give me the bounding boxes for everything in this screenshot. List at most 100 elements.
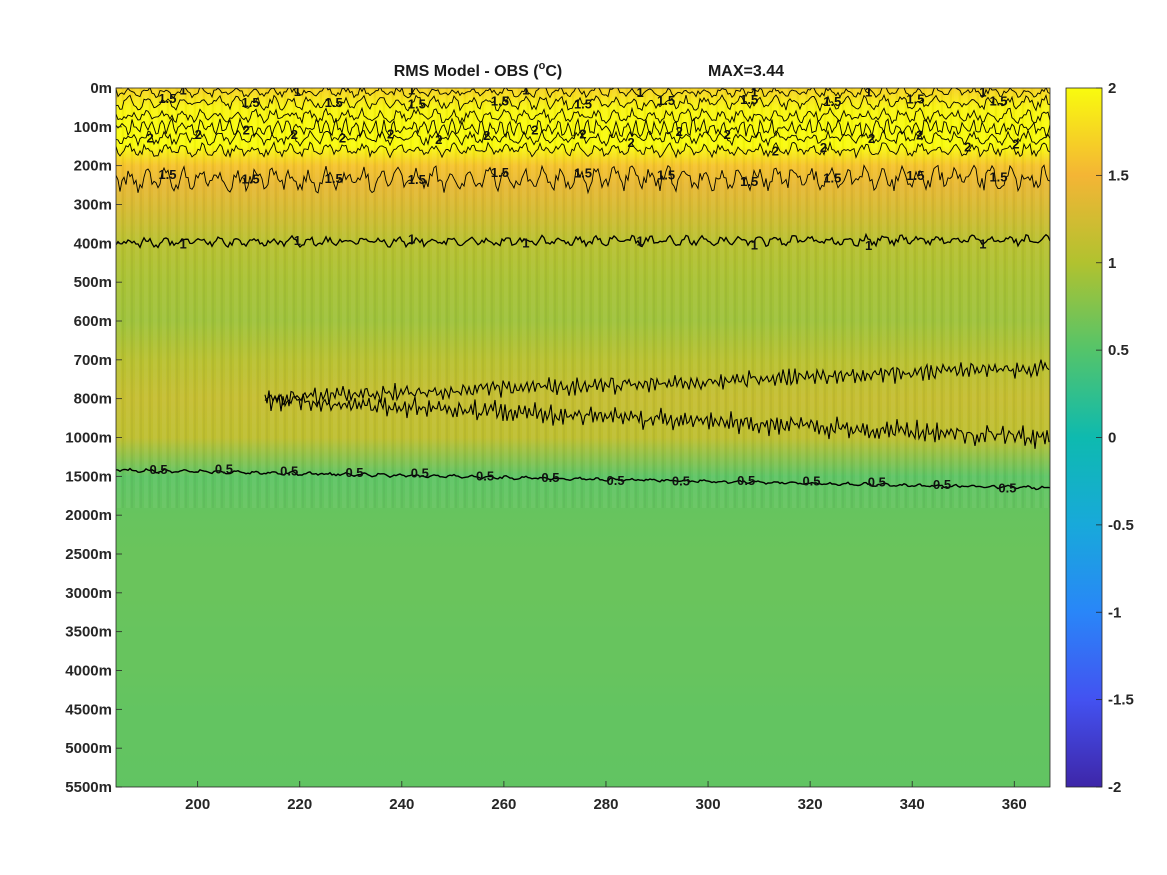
contour-label-2: 2 <box>627 135 634 150</box>
contour-label-1-5: 1.5 <box>491 165 509 180</box>
contour-label-1: 1 <box>636 234 643 249</box>
contour-label-1: 1 <box>522 83 529 98</box>
contour-label-2: 2 <box>1012 137 1019 152</box>
y-tick-label: 200m <box>74 158 112 175</box>
contour-label-1: 1 <box>522 236 529 251</box>
y-tick-label: 1500m <box>65 468 112 485</box>
contour-label-2: 2 <box>820 140 827 155</box>
y-axis: 0m 100m 200m 300m 400m 500m 600m 700m 800m 1000m 1… <box>65 80 122 796</box>
contour-label-2: 2 <box>291 127 298 142</box>
contour-line-1-800m-lower <box>264 390 1050 449</box>
contour-label-2: 2 <box>243 123 250 138</box>
contour-label-1: 1 <box>294 233 301 248</box>
contour-label-1-5: 1.5 <box>906 92 924 107</box>
contour-label-1-5: 1.5 <box>740 92 758 107</box>
heatmap-plot-area: 1 1 1 1 1 1 1 11 1 1 1 1 1 1 11.5 1.5 1.5 1.5 1.5 1.5 1.5 1.5… <box>116 83 1050 787</box>
contour-label-2: 2 <box>772 144 779 159</box>
contour-label-2: 2 <box>964 139 971 154</box>
contour-label-1-5: 1.5 <box>574 165 592 180</box>
contour-label-0-5: 0.5 <box>607 473 625 488</box>
contour-label-0-5: 0.5 <box>476 468 494 483</box>
y-tick-label: 500m <box>74 274 112 291</box>
colorbar-ticks: 2 1.5 1 0.5 0 -0.5 -1 -1.5 -2 <box>1096 80 1134 796</box>
contour-line-1-800m-upper <box>264 359 1050 407</box>
contour-label-1-5: 1.5 <box>657 93 675 108</box>
contour-label-1-5: 1.5 <box>823 94 841 109</box>
y-tick-label: 5500m <box>65 779 112 796</box>
chart-max-label: MAX=3.44 <box>708 63 784 80</box>
contour-label-2: 2 <box>483 128 490 143</box>
y-tick-label: 2500m <box>65 546 112 563</box>
y-tick-label: 0m <box>90 80 112 97</box>
x-tick-label: 220 <box>287 796 312 813</box>
contour-label-1-5: 1.5 <box>325 95 343 110</box>
y-tick-label: 5000m <box>65 740 112 757</box>
colorbar-tick-label: -2 <box>1108 779 1121 796</box>
contour-label-0-5: 0.5 <box>868 475 886 490</box>
contour-label-2: 2 <box>579 127 586 142</box>
colorbar-tick-label: -1.5 <box>1108 692 1134 709</box>
contour-label-1-5: 1.5 <box>989 170 1007 185</box>
x-tick-label: 280 <box>593 796 618 813</box>
contour-label-2: 2 <box>676 124 683 139</box>
contour-label-0-5: 0.5 <box>998 480 1016 495</box>
y-tick-label: 1000m <box>65 430 112 447</box>
contour-label-0-5: 0.5 <box>215 461 233 476</box>
contour-label-0-5: 0.5 <box>933 477 951 492</box>
colorbar-tick-label: 2 <box>1108 80 1116 97</box>
colorbar-tick-label: 0.5 <box>1108 342 1129 359</box>
contour-label-0-5: 0.5 <box>802 473 820 488</box>
contour-label-2: 2 <box>146 131 153 146</box>
contour-line-0-5-1500m <box>116 467 1050 491</box>
contour-label-2: 2 <box>387 127 394 142</box>
contour-label-1-5: 1.5 <box>823 170 841 185</box>
colorbar-tick-label: 0 <box>1108 430 1116 447</box>
contour-label-0-5: 0.5 <box>411 466 429 481</box>
y-tick-label: 600m <box>74 313 112 330</box>
y-tick-label: 4000m <box>65 663 112 680</box>
contour-line-2-mid <box>116 116 1050 140</box>
contour-label-1-5: 1.5 <box>657 167 675 182</box>
contour-line-1-5-lower <box>116 164 1050 195</box>
y-tick-label: 300m <box>74 197 112 214</box>
colorbar-tick-label: -1 <box>1108 604 1121 621</box>
heatmap-stripe-texture <box>116 88 1050 508</box>
contour-label-1: 1 <box>408 232 415 247</box>
chart-title: RMS Model - OBS (oC) <box>394 60 563 80</box>
contour-label-1-5: 1.5 <box>408 97 426 112</box>
contour-label-1: 1 <box>294 84 301 99</box>
contour-label-2: 2 <box>531 122 538 137</box>
contour-label-1-5: 1.5 <box>574 96 592 111</box>
x-tick-label: 240 <box>389 796 414 813</box>
y-tick-label: 800m <box>74 391 112 408</box>
colorbar-tick-label: -0.5 <box>1108 517 1134 534</box>
contour-label-2: 2 <box>916 128 923 143</box>
contour-label-1-5: 1.5 <box>989 93 1007 108</box>
y-tick-label: 400m <box>74 235 112 252</box>
contour-label-1: 1 <box>408 83 415 98</box>
contour-label-1: 1 <box>979 85 986 100</box>
contour-label-1-5: 1.5 <box>242 172 260 187</box>
contour-label-1: 1 <box>865 238 872 253</box>
contour-label-1-5: 1.5 <box>325 171 343 186</box>
contour-label-2: 2 <box>435 132 442 147</box>
contour-label-1-5: 1.5 <box>906 168 924 183</box>
colorbar-tick-label: 1.5 <box>1108 167 1129 184</box>
x-tick-label: 360 <box>1002 796 1027 813</box>
y-tick-label: 4500m <box>65 701 112 718</box>
contour-label-1-5: 1.5 <box>242 95 260 110</box>
contour-label-2: 2 <box>195 127 202 142</box>
contour-label-2: 2 <box>868 131 875 146</box>
colorbar-tick-label: 1 <box>1108 255 1116 272</box>
contour-line-1-400m <box>116 232 1050 249</box>
x-tick-label: 320 <box>798 796 823 813</box>
contour-line-1-5-upper <box>116 93 1050 113</box>
contour-label-1-5: 1.5 <box>491 93 509 108</box>
contour-label-1-5: 1.5 <box>740 174 758 189</box>
y-tick-label: 3000m <box>65 585 112 602</box>
contour-label-1: 1 <box>179 236 186 251</box>
contour-label-1-5: 1.5 <box>158 167 176 182</box>
contour-label-0-5: 0.5 <box>737 473 755 488</box>
contour-label-0-5: 0.5 <box>345 465 363 480</box>
